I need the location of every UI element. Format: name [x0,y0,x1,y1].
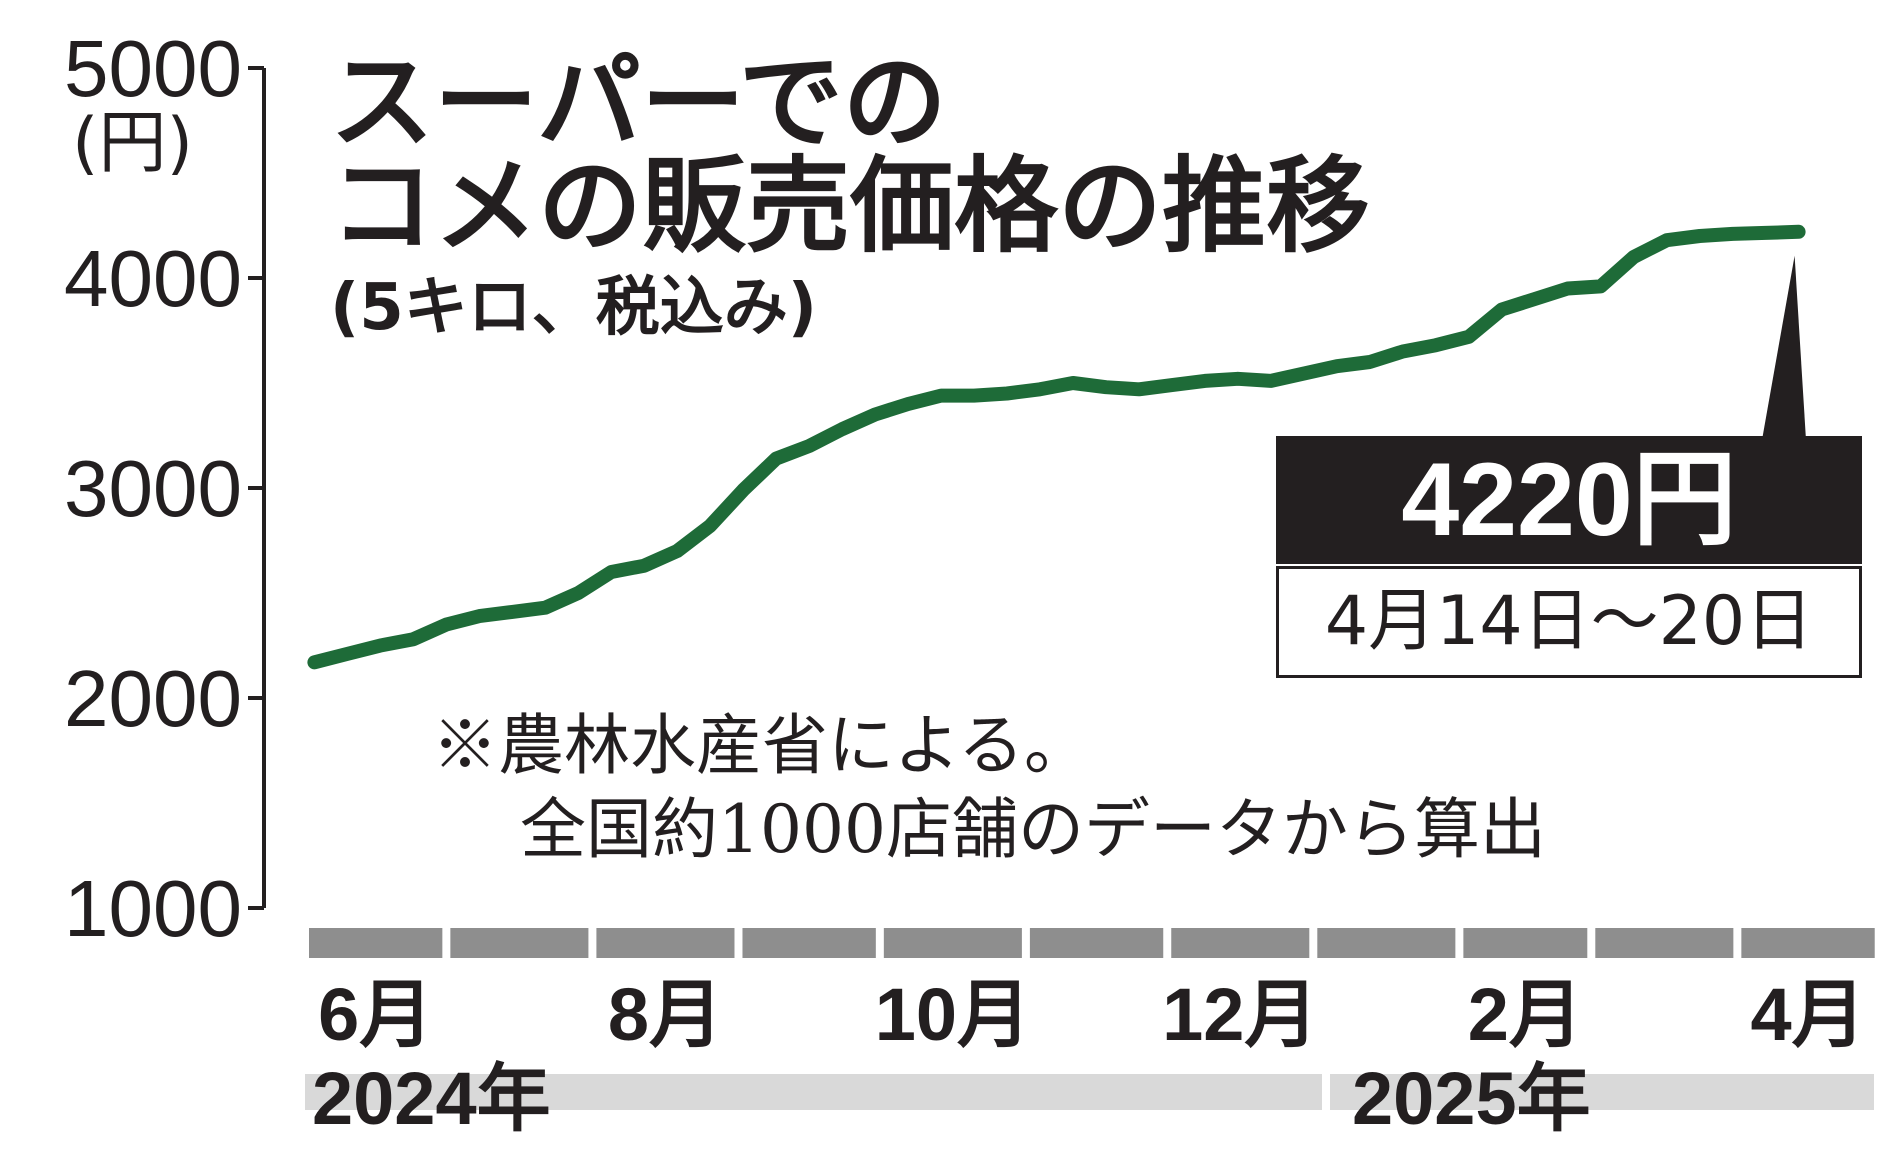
month-band [309,928,1875,958]
x-tick-label: 10月 [875,973,1031,1056]
y-axis: 1000 2000 3000 4000 5000 [64,24,266,953]
y-tick-label: 2000 [64,654,242,743]
callout-pointer [1762,255,1806,440]
chart-title-line2: コメの販売価格の推移 [330,145,1371,267]
y-tick-label: 3000 [64,444,242,533]
month-band-segment [596,928,735,958]
callout-period: 4月14日〜20日 [1276,566,1862,678]
x-tick-label: 12月 [1162,973,1318,1056]
month-band-segment [1741,928,1875,958]
month-band-segment [1595,928,1734,958]
month-band-segment [883,928,1022,958]
month-band-segment [742,928,876,958]
x-axis: 6月 8月 10月 12月 2月 4月 [318,973,1866,1056]
y-tick-label: 5000 [64,24,242,113]
chart-subtitle: (5キロ、税込み) [330,271,818,345]
y-axis-unit: (円) [72,104,194,183]
month-band-segment [309,928,443,958]
year-band-2024 [305,1074,1322,1110]
y-tick-label: 4000 [64,234,242,323]
year-bands [305,1074,1874,1110]
month-band-segment [1171,928,1310,958]
series-line-rice-price [307,224,1806,670]
y-tick-label: 1000 [64,864,242,953]
x-tick-label: 4月 [1750,973,1865,1056]
source-note-line2: 全国約1000店舗のデータから算出 [520,791,1546,868]
x-tick-label: 8月 [608,973,723,1056]
month-band-segment [1029,928,1164,958]
year-label-2024: 2024年 [312,1057,551,1140]
month-band-segment [1463,928,1588,958]
chart-title-line1: スーパーでの [330,41,947,163]
month-band-segment [1317,928,1456,958]
year-label-2025: 2025年 [1352,1057,1591,1140]
source-note-line1: ※農林水産省による。 [432,707,1091,784]
year-band-2025 [1330,1074,1874,1110]
callout-value: 4220円 [1276,436,1862,564]
x-tick-label: 2月 [1468,973,1583,1056]
x-tick-label: 6月 [318,973,433,1056]
month-band-segment [450,928,589,958]
